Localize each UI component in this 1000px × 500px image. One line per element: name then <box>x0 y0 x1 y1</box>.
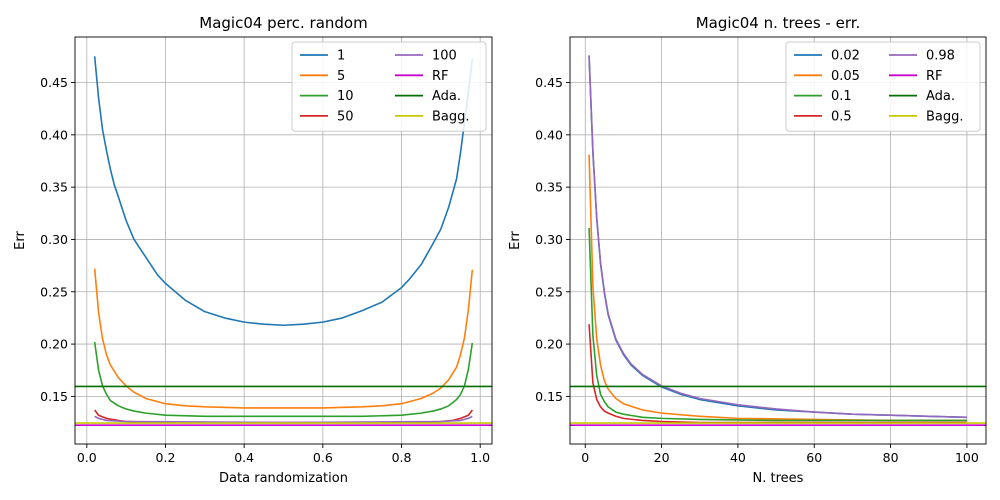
series-line-0.1 <box>588 227 967 422</box>
axes-frame <box>74 36 493 445</box>
x-tick-label: 60 <box>806 450 822 465</box>
series-line-100 <box>94 415 473 424</box>
y-axis-label: Err <box>508 231 523 250</box>
legend-label: 1 <box>337 49 345 64</box>
y-tick-label: 0.25 <box>40 284 68 299</box>
legend-label: 0.5 <box>831 109 852 124</box>
y-tick-label: 0.30 <box>40 232 68 247</box>
legend: 1 5 10 50 100 RF Ada. Bagg. <box>291 41 487 132</box>
chart-title: Magic04 n. trees - err. <box>696 14 861 32</box>
legend-label: 0.02 <box>831 49 860 64</box>
legend-box <box>785 41 981 132</box>
axes-frame <box>569 36 987 445</box>
y-tick-label: 0.40 <box>535 127 563 142</box>
y-tick-label: 0.45 <box>535 75 563 90</box>
series-line-0.98 <box>588 55 967 419</box>
y-tick-label: 0.15 <box>40 389 68 404</box>
y-axis-label: Err <box>13 231 28 250</box>
y-tick-label: 0.35 <box>40 180 68 195</box>
series-line-0.05 <box>588 154 967 422</box>
y-tick-label: 0.20 <box>535 337 563 352</box>
legend-label: 50 <box>337 109 354 124</box>
y-tick-label: 0.35 <box>535 180 563 195</box>
legend-label: 5 <box>337 69 345 84</box>
x-tick-label: 0 <box>581 450 589 465</box>
x-tick-label: 100 <box>955 450 979 465</box>
legend-label: RF <box>432 69 449 84</box>
legend-label: 0.05 <box>831 69 860 84</box>
x-tick-label: 0.2 <box>156 450 176 465</box>
series-line-10 <box>93 341 474 418</box>
series-line-5 <box>93 268 474 409</box>
legend-label: Ada. <box>926 89 955 104</box>
x-tick-label: 0.0 <box>77 450 97 465</box>
legend-label: Bagg. <box>432 109 470 124</box>
x-tick-label: 40 <box>730 450 746 465</box>
x-axis-label: Data randomization <box>219 471 348 486</box>
x-tick-label: 0.8 <box>392 450 412 465</box>
y-tick-label: 0.30 <box>535 232 563 247</box>
x-tick-label: 1.0 <box>470 450 490 465</box>
series-line-1 <box>93 56 474 327</box>
chart-title: Magic04 perc. random <box>199 14 367 32</box>
legend-label: Ada. <box>432 89 461 104</box>
plot-area <box>570 55 986 426</box>
x-tick-label: 20 <box>654 450 670 465</box>
x-tick-label: 80 <box>883 450 899 465</box>
legend-label: 10 <box>337 89 354 104</box>
y-tick-label: 0.20 <box>40 337 68 352</box>
series-line-0.5 <box>588 324 967 424</box>
x-axis-label: N. trees <box>753 471 804 486</box>
plot-area <box>75 56 492 426</box>
legend-label: 100 <box>432 49 457 64</box>
y-tick-label: 0.40 <box>40 127 68 142</box>
x-tick-label: 0.4 <box>234 450 254 465</box>
y-tick-label: 0.25 <box>535 284 563 299</box>
y-tick-label: 0.15 <box>535 389 563 404</box>
legend: 0.02 0.05 0.1 0.5 0.98 RF Ada. Bagg. <box>785 41 981 132</box>
legend-label: Bagg. <box>926 109 964 124</box>
chart-panel-2: 0 20 40 60 80 100 0.15 0.20 0.25 0.30 0.35 0.40 0.45… <box>508 14 987 486</box>
legend-label: RF <box>926 69 943 84</box>
y-tick-label: 0.45 <box>40 75 68 90</box>
legend-label: 0.98 <box>926 49 955 64</box>
chart-panel-1: 0.0 0.2 0.4 0.6 0.8 1.0 0.15 0.20 0.25 0.30 0.35 0.… <box>13 14 493 486</box>
legend-label: 0.1 <box>831 89 852 104</box>
x-tick-label: 0.6 <box>313 450 333 465</box>
legend-box <box>291 41 487 132</box>
